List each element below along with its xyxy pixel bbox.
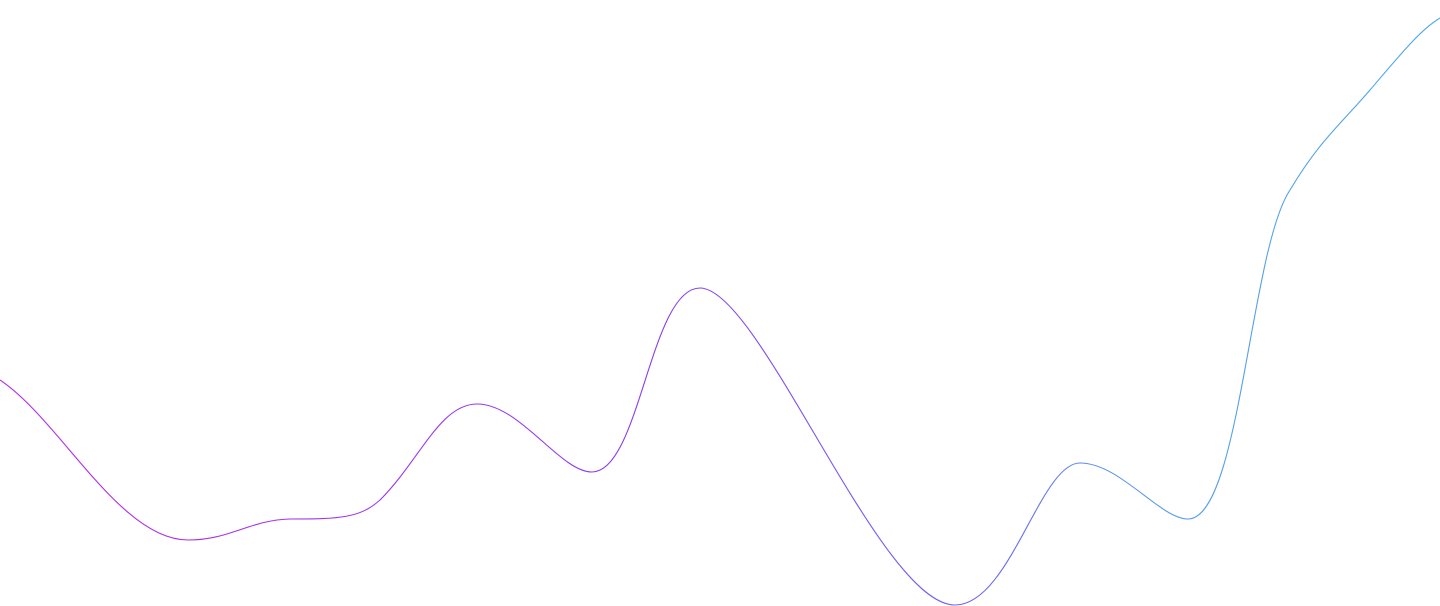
wave-line	[0, 17, 1440, 606]
